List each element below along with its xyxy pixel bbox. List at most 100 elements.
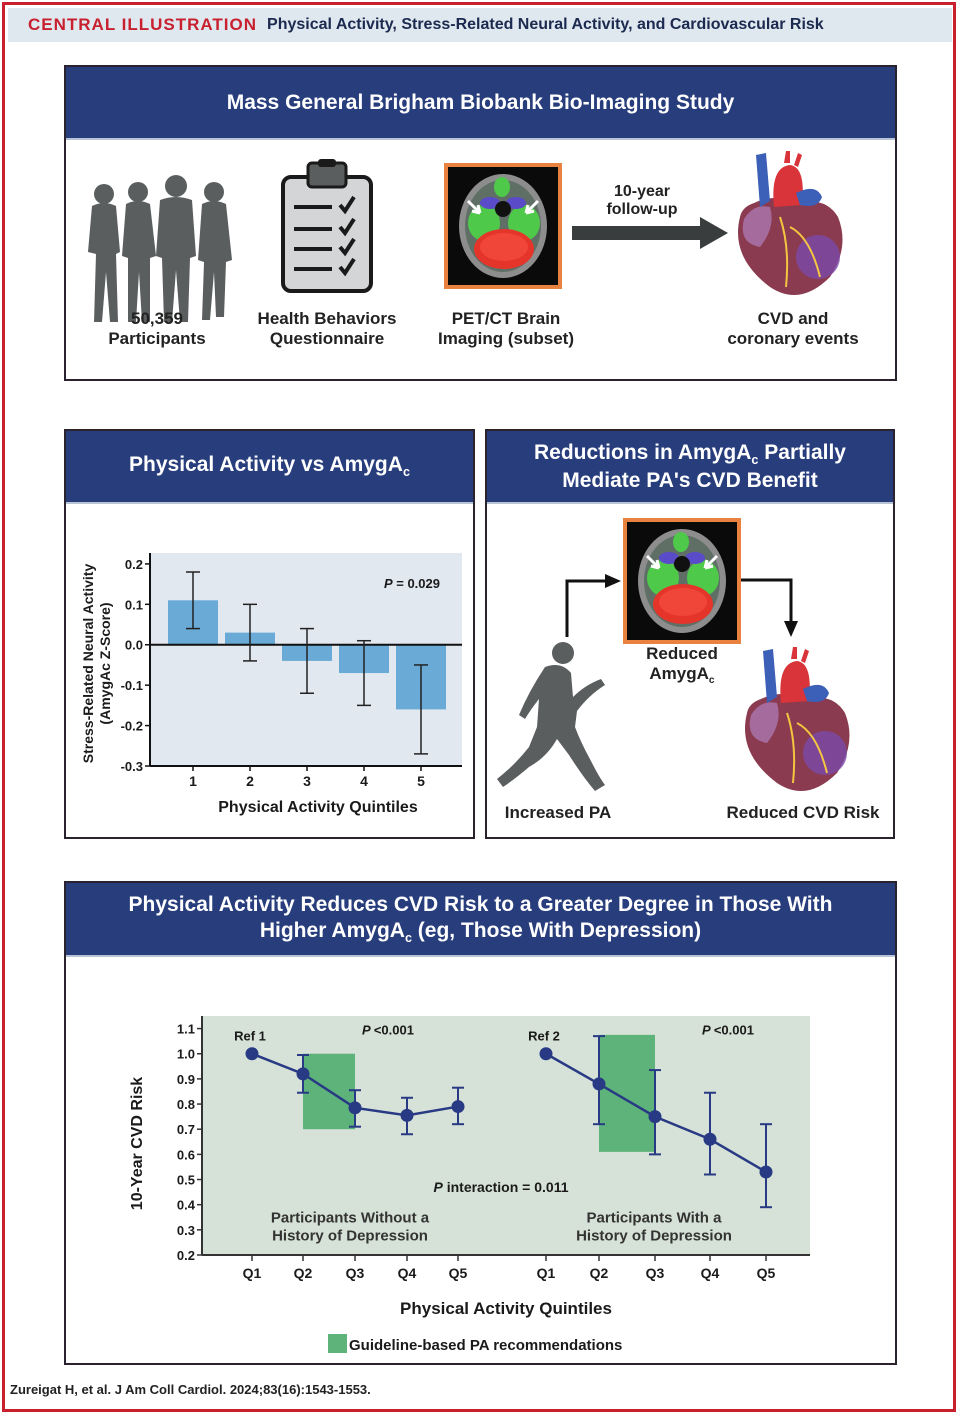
x-tick-label: 1 [189,773,197,789]
y-tick-label: -0.1 [121,678,143,693]
reference-label: Ref 1 [234,1029,266,1044]
data-point-Q3 [648,1110,662,1124]
p-value-label: P <0.001 [702,1023,754,1038]
x-tick-label: Q5 [449,1265,468,1281]
arrow-to-brain-head [605,574,621,588]
runner-silhouette-icon [497,642,605,791]
study-panel: Mass General Brigham Biobank Bio-Imaging… [64,65,897,381]
mediation-title-l1-end: Partially [758,440,846,464]
p-interaction-annotation: P interaction = 0.011 [433,1179,568,1195]
y-tick-label: 0.5 [177,1173,195,1188]
x-axis-label: Physical Activity Quintiles [218,799,418,816]
imaging-line1: PET/CT Brain [451,309,561,328]
p-value-annotation: P = 0.029 [384,576,440,591]
bar-panel-title-text: Physical Activity vs AmygAc [129,452,410,480]
study-panel-title: Mass General Brigham Biobank Bio-Imaging… [66,67,895,140]
people-silhouettes-icon [88,175,232,322]
arrow-to-heart [741,578,793,625]
outcome-line2: coronary events [727,328,859,348]
data-point-Q2 [592,1077,606,1091]
risk-chart-panel: Physical Activity Reduces CVD Risk to a … [64,881,897,1365]
y-axis-label-line2: (AmygAc Z-Score) [97,602,113,724]
y-tick-label: 0.4 [177,1198,196,1213]
reduced-amygac-main: AmygA [649,663,709,683]
participants-count: 50,359 [131,309,183,328]
imaging-line2: Imaging (subset) [437,328,574,348]
series-label-line1: Participants Without a [271,1209,430,1226]
y-axis-label-line1: Stress-Related Neural Activity [80,564,96,764]
increased-pa-label: Increased PA [504,803,612,822]
followup-label: 10-year follow-up [586,183,698,220]
y-tick-label: 1.1 [177,1022,195,1037]
mediation-title-line1: Reductions in AmygAc Partially [534,440,846,468]
outcome-caption: CVD and coronary events [708,309,878,348]
x-tick-label: 2 [246,773,254,789]
x-tick-label: Q4 [398,1265,417,1281]
x-axis-label: Physical Activity Quintiles [400,1299,612,1318]
reduced-cvd-risk-label: Reduced CVD Risk [726,803,880,822]
brain-scan-image [444,163,562,289]
followup-line2: follow-up [606,201,678,219]
bar-title-sub: c [402,465,410,480]
y-tick-label: 0.2 [125,557,143,572]
cvd-risk-line-chart: Q1 Q2 Q3 Q4 Q5 Ref 1 P <0.001 Participants With… [129,1016,810,1354]
y-tick-label: 0.7 [177,1122,195,1137]
legend-swatch [328,1334,347,1353]
bar-chart-panel: Physical Activity vs AmygAc 1 2 3 4 5 0.2 0.1 0… [64,429,475,839]
questionnaire-line2: Questionnaire [269,328,385,348]
x-tick-label: Q1 [537,1265,556,1281]
data-point-Q5 [759,1165,773,1179]
series-label-line2: History of Depression [576,1227,732,1244]
followup-line1: 10-year [613,183,671,200]
risk-title-l2-end: (eg, Those With Depression) [411,918,702,942]
series-label-line1: Participants With a [587,1209,723,1226]
outcome-line1: CVD and [757,309,829,328]
imaging-caption: PET/CT Brain Imaging (subset) [422,309,590,348]
y-tick-label: 0.6 [177,1147,195,1162]
reduced-amygac-brain-image [623,518,741,644]
questionnaire-caption: Health Behaviors Questionnaire [244,309,410,348]
y-tick-label: 0.9 [177,1072,195,1087]
data-point-Q1 [245,1047,259,1061]
x-tick-label: Q5 [757,1265,776,1281]
risk-title-line1: Physical Activity Reduces CVD Risk to a … [128,893,833,917]
reduced-amygac-sub: c [708,674,715,686]
y-tick-label: -0.3 [121,759,143,774]
risk-title-line2: Higher AmygAc (eg, Those With Depression… [260,918,701,946]
mediation-title-l1-main: Reductions in AmygA [534,440,752,464]
guideline-band-series-2 [599,1034,655,1152]
x-tick-label: Q3 [346,1265,365,1281]
y-tick-label: 0.8 [177,1097,195,1112]
questionnaire-line1: Health Behaviors [257,309,397,328]
y-tick-label: 0.2 [177,1248,195,1263]
data-point-Q2 [296,1067,310,1081]
citation: Zureigat H, et al. J Am Coll Cardiol. 20… [10,1382,371,1397]
risk-panel-title: Physical Activity Reduces CVD Risk to a … [66,883,895,957]
reference-label: Ref 2 [528,1029,560,1044]
arrow-to-heart-head [784,621,798,637]
risk-title-l2-sub: c [404,930,412,945]
mediation-panel-title: Reductions in AmygAc Partially Mediate P… [487,431,893,504]
y-tick-label: -0.2 [121,719,143,734]
risk-title-l2-main: Higher AmygA [259,918,405,942]
x-tick-label: 5 [417,773,425,789]
reduced-amygac-line1: Reduced [646,644,718,663]
data-point-Q1 [539,1047,553,1061]
reduced-amygac-label: Reduced AmygAc [617,644,747,686]
arrow-to-brain [565,579,609,637]
header-label: CENTRAL ILLUSTRATION [28,15,258,34]
reduced-cvd-heart-illustration [745,647,850,791]
p-value-label: P <0.001 [362,1023,414,1038]
bar-chart: 1 2 3 4 5 0.2 0.1 0.0 -0.1 -0.2 -0.3 P = 0.029 Physi… [80,553,462,816]
x-tick-label: Q4 [701,1265,720,1281]
x-tick-label: Q1 [243,1265,262,1281]
y-tick-label: 0.3 [177,1223,195,1238]
x-tick-label: Q2 [294,1265,313,1281]
data-point-Q4 [703,1132,717,1146]
header-title: Physical Activity, Stress-Related Neural… [267,16,824,33]
bar-panel-title: Physical Activity vs AmygAc [66,431,473,504]
clipboard-checklist-icon [281,159,373,293]
heart-illustration [738,151,843,295]
participants-label: Participants [108,328,206,348]
